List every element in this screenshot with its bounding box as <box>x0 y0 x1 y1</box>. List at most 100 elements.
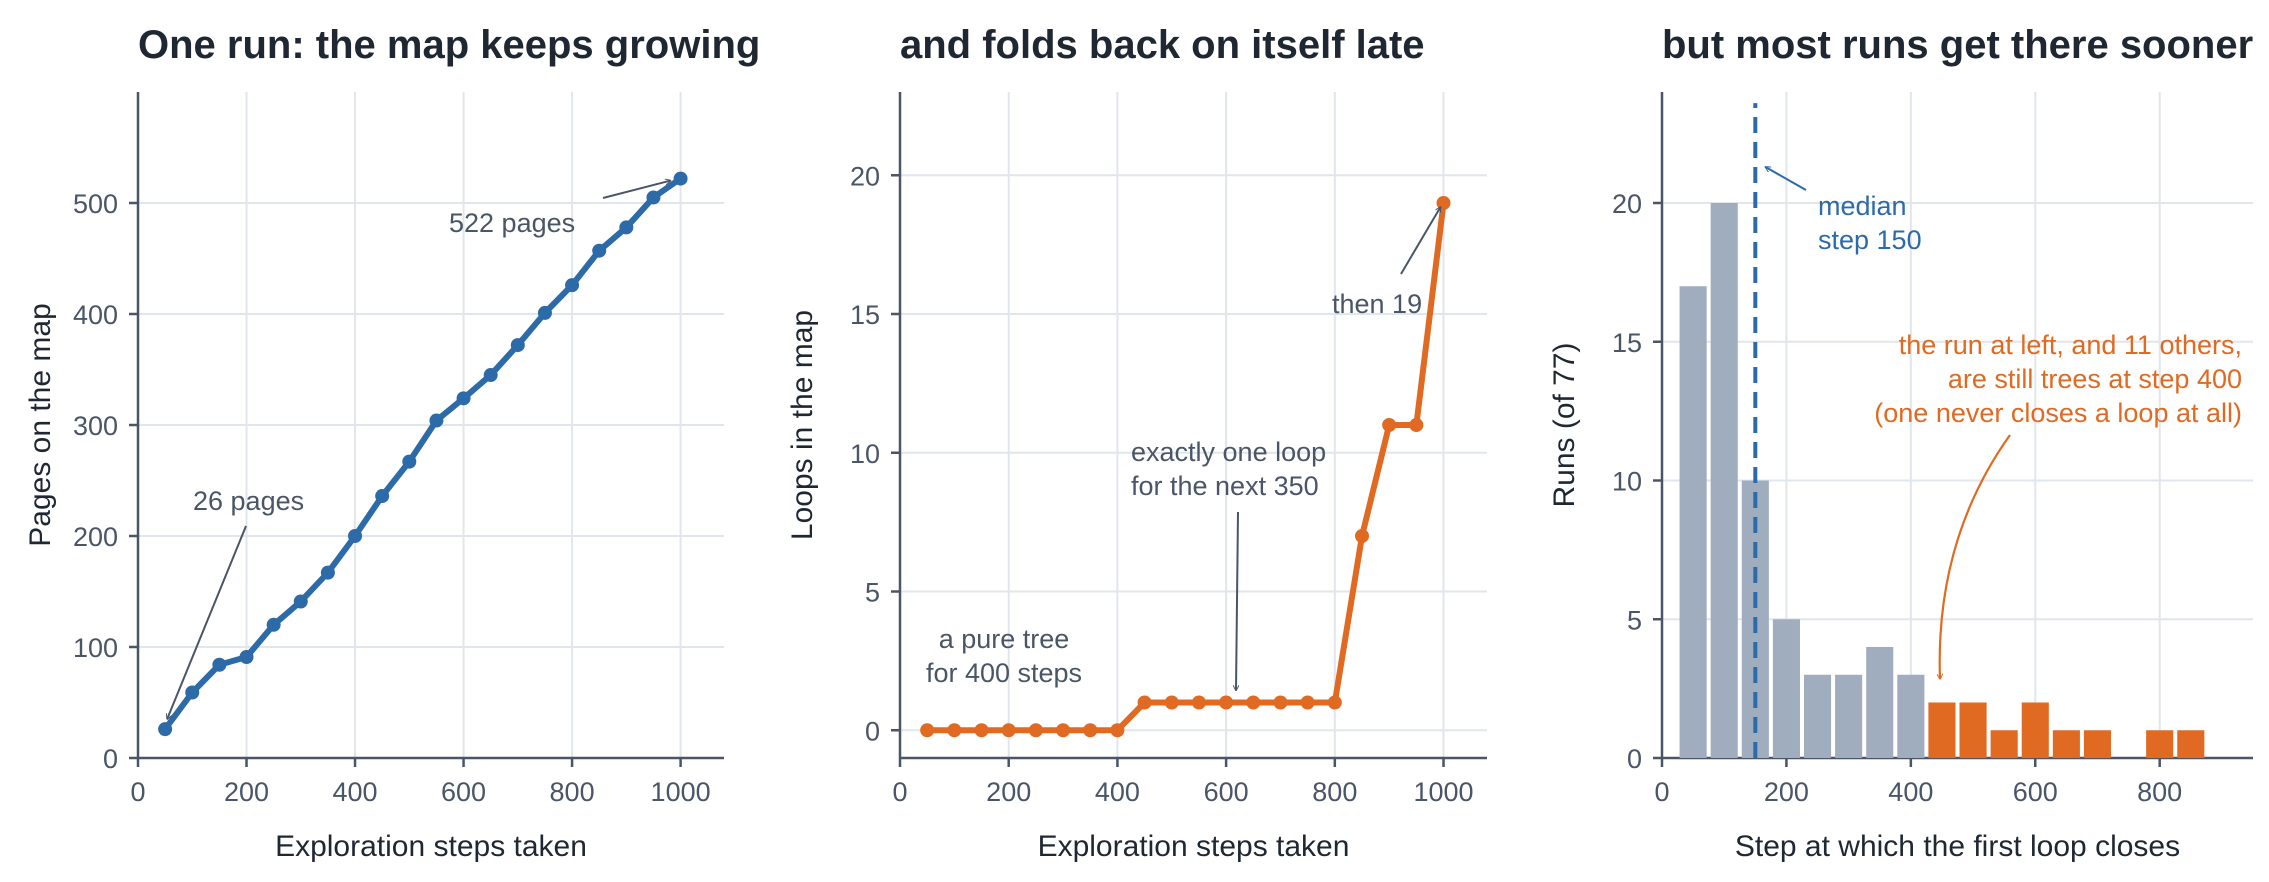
histogram-bar <box>2177 730 2205 758</box>
data-point <box>1056 723 1071 738</box>
data-point <box>375 489 390 504</box>
data-point <box>1191 695 1206 710</box>
data-point <box>646 190 661 205</box>
annotation-arrow <box>1400 207 1442 275</box>
y-tick-label: 100 <box>73 633 118 663</box>
histogram-bar <box>1866 647 1894 758</box>
x-tick-label: 0 <box>892 777 907 807</box>
data-point <box>212 657 227 672</box>
data-point <box>483 368 498 383</box>
data-point <box>158 722 173 737</box>
data-point <box>537 305 552 320</box>
x-tick-label: 600 <box>1204 777 1249 807</box>
data-point <box>974 723 989 738</box>
data-point <box>1164 695 1179 710</box>
annotation-pure-tree-line: for 400 steps <box>926 658 1082 688</box>
x-tick-label: 1000 <box>1413 777 1473 807</box>
data-point <box>920 723 935 738</box>
x-tick-label: 800 <box>1312 777 1357 807</box>
panel-3: 0 200 400 600 800 0 5 10 15 20 but most runs get t… <box>1548 23 2253 863</box>
chart-title: and folds back on itself late <box>900 23 1425 67</box>
data-point <box>565 278 580 293</box>
y-tick-label: 5 <box>1627 605 1642 635</box>
x-tick-label: 200 <box>224 777 269 807</box>
annotation-then-19: then 19 <box>1332 289 1422 319</box>
data-point <box>510 338 525 353</box>
data-point <box>1219 695 1234 710</box>
data-point <box>320 565 335 580</box>
data-point <box>1028 723 1043 738</box>
histogram-bar <box>1928 702 1956 758</box>
annotation-one-loop-line: exactly one loop <box>1131 437 1326 467</box>
annotation-one-loop-line: for the next 350 <box>1131 471 1319 501</box>
median-arrow <box>1765 166 1807 191</box>
series-line <box>162 176 683 731</box>
data-point <box>1327 695 1342 710</box>
data-point <box>947 723 962 738</box>
y-tick-label: 20 <box>850 161 880 191</box>
panel-1: 0 200 400 600 800 1000 0 100 200 300 400 500 One run… <box>24 23 760 863</box>
x-tick-label: 600 <box>441 777 486 807</box>
histogram-bar <box>1959 702 1987 758</box>
data-point <box>185 685 200 700</box>
annotation-median-line: median <box>1818 191 1907 221</box>
annotation-still-trees: the run at left, and 11 others, are still… <box>1874 330 2242 428</box>
x-tick-label: 0 <box>1654 777 1669 807</box>
annotation-median-line: step 150 <box>1818 225 1922 255</box>
annotation-pure-tree-line: a pure tree <box>939 624 1070 654</box>
data-point <box>1246 695 1261 710</box>
histogram-bar <box>2021 702 2049 758</box>
y-tick-label: 400 <box>73 300 118 330</box>
data-point <box>239 649 254 664</box>
data-point <box>1137 695 1152 710</box>
annotation-522-pages: 522 pages <box>449 208 575 238</box>
y-axis-label: Runs (of 77) <box>1548 342 1581 507</box>
data-point <box>592 243 607 258</box>
y-tick-label: 0 <box>103 744 118 774</box>
data-point <box>673 171 688 186</box>
x-tick-label: 400 <box>1888 777 1933 807</box>
histogram-bar <box>2052 730 2080 758</box>
histogram-bar <box>1835 674 1863 758</box>
histogram-bar <box>2083 730 2112 758</box>
data-point <box>1083 723 1098 738</box>
histogram-bar <box>1772 619 1800 758</box>
annotation-one-loop: exactly one loop for the next 350 <box>1131 437 1326 501</box>
x-axis-label: Exploration steps taken <box>1038 830 1350 863</box>
x-tick-label: 200 <box>1764 777 1809 807</box>
annotation-arrow <box>1236 511 1238 691</box>
x-tick-label: 400 <box>333 777 378 807</box>
x-tick-label: 800 <box>2137 777 2182 807</box>
annotation-still-trees-line: the run at left, and 11 others, <box>1899 330 2242 360</box>
y-tick-label: 0 <box>865 716 880 746</box>
data-point <box>402 454 417 469</box>
y-tick-label: 200 <box>73 522 118 552</box>
data-point <box>1382 418 1397 432</box>
histogram-bar <box>1803 674 1832 758</box>
histogram-bar <box>1897 674 1925 758</box>
y-axis-label: Pages on the map <box>24 303 57 547</box>
annotation-then-19-line: then 19 <box>1332 289 1422 319</box>
histogram-bar <box>1679 286 1707 758</box>
data-point <box>456 391 471 406</box>
x-tick-label: 600 <box>2013 777 2058 807</box>
y-tick-label: 10 <box>850 439 880 469</box>
annotation-still-trees-line: (one never closes a loop at all) <box>1874 398 2242 428</box>
data-point <box>429 413 444 428</box>
y-tick-label: 15 <box>850 300 880 330</box>
annotation-arrow <box>1940 434 2011 679</box>
x-tick-label: 0 <box>130 777 145 807</box>
y-tick-label: 5 <box>865 578 880 608</box>
data-point <box>1300 695 1315 710</box>
annotation-pure-tree: a pure tree for 400 steps <box>926 624 1082 688</box>
annotation-arrow <box>167 525 247 719</box>
x-axis-label: Exploration steps taken <box>275 830 587 863</box>
data-point <box>1001 723 1016 738</box>
data-point <box>619 220 634 235</box>
data-point <box>1409 418 1424 432</box>
panel-2: 0 200 400 600 800 1000 0 5 10 15 20 and folds back … <box>786 23 1487 863</box>
y-tick-label: 20 <box>1612 189 1642 219</box>
data-point <box>1436 196 1451 210</box>
data-point <box>293 594 308 609</box>
